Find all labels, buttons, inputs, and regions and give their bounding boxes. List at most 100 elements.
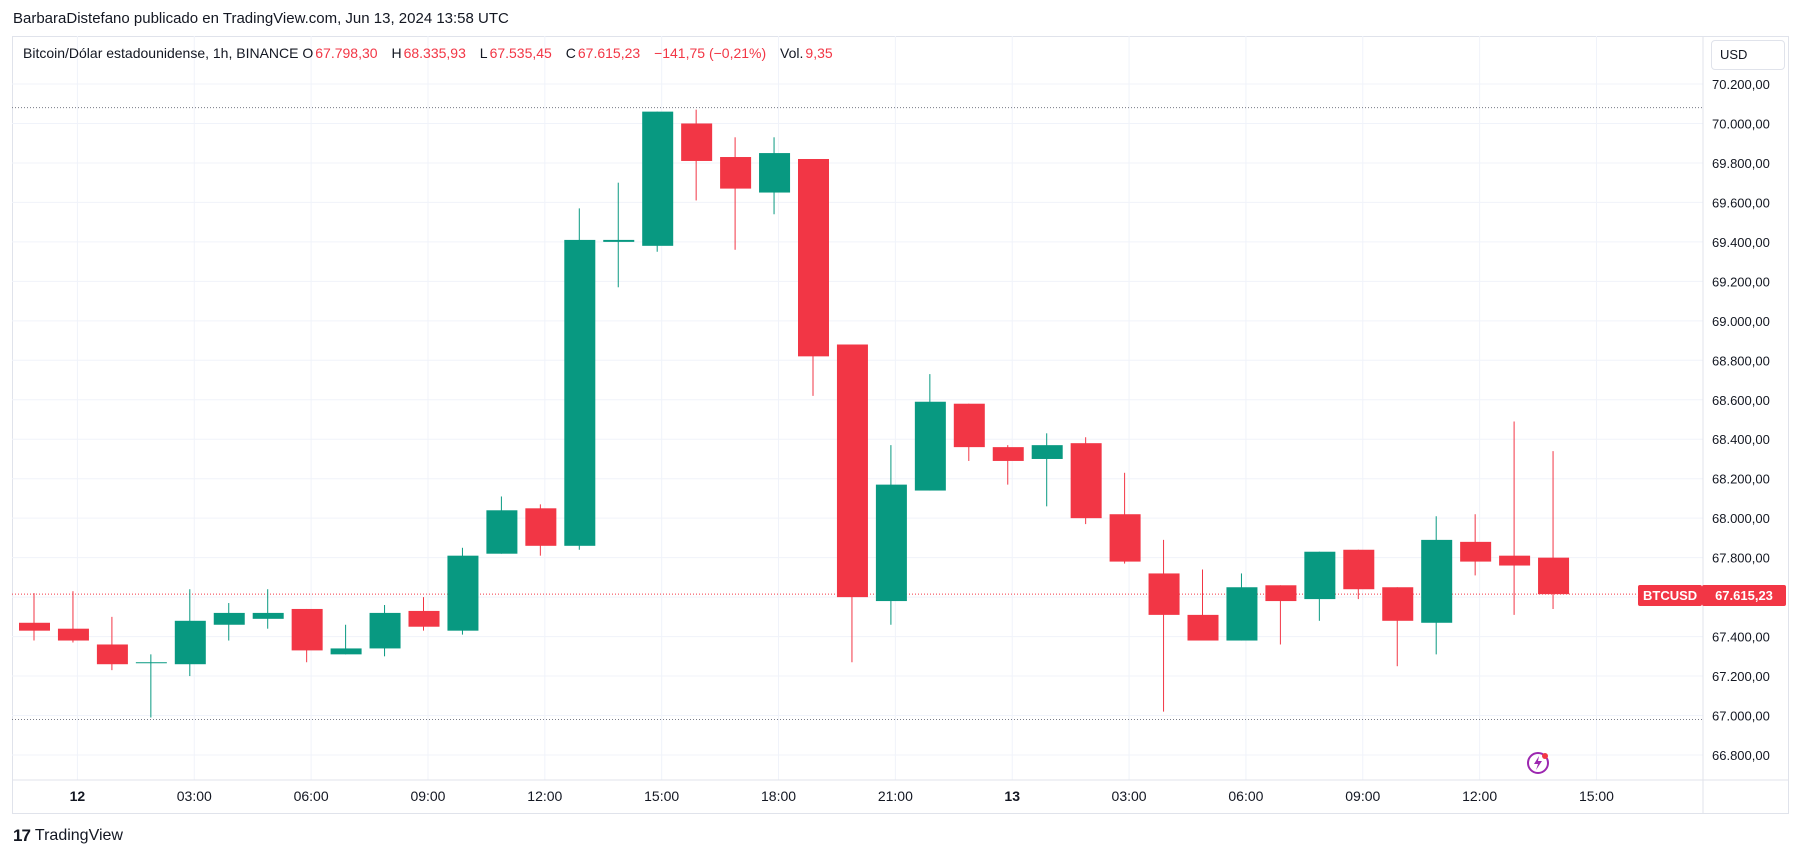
footer-brand-label: TradingView (34, 827, 123, 844)
candle (875, 445, 907, 625)
candle (213, 603, 245, 641)
time-tick-label: 03:00 (177, 788, 212, 804)
candle (914, 374, 946, 491)
candle (252, 589, 284, 629)
legend-close-label: C (565, 45, 576, 61)
candle (369, 605, 401, 657)
candle-body (447, 555, 479, 631)
legend-high-value: 68.335,93 (403, 45, 466, 61)
candle (96, 616, 128, 671)
price-tick-label: 67.400,00 (1712, 630, 1770, 645)
candle-body (174, 620, 206, 665)
time-tick-label: 06:00 (1228, 788, 1263, 804)
candle (291, 608, 323, 663)
candle-body (1382, 587, 1414, 621)
price-tick-label: 66.800,00 (1712, 748, 1770, 763)
candle (1070, 437, 1102, 525)
candle-body (1343, 549, 1375, 590)
candle (525, 504, 557, 556)
price-tick-label: 69.200,00 (1712, 274, 1770, 289)
candle-body (1460, 541, 1492, 562)
time-tick-label: 09:00 (1345, 788, 1380, 804)
candle (642, 111, 674, 252)
time-tick-label: 15:00 (1579, 788, 1614, 804)
candle-body (953, 403, 985, 448)
candle (135, 654, 167, 718)
candle-body (1187, 614, 1219, 641)
candle-body (1538, 557, 1570, 595)
candle-body (330, 648, 362, 655)
candle (1031, 433, 1063, 507)
price-tick-label: 69.800,00 (1712, 156, 1770, 171)
candle (720, 137, 752, 250)
publisher-line: BarbaraDistefano publicado en TradingVie… (13, 10, 509, 27)
price-tick-label: 67.000,00 (1712, 709, 1770, 724)
price-tick-label: 70.000,00 (1712, 116, 1770, 131)
time-tick-label: 12:00 (527, 788, 562, 804)
candle (174, 589, 206, 677)
time-axis[interactable]: 12 03:00 06:00 09:00 12:00 15:00 18:00 21:00 13 0… (70, 788, 1615, 804)
candle-body (57, 628, 89, 641)
candle-body (1031, 445, 1063, 459)
candle-body (875, 484, 907, 602)
candle-body (291, 608, 323, 651)
candle (798, 158, 829, 396)
chart-frame (12, 36, 1789, 814)
candle (408, 597, 440, 631)
candle-body (1226, 587, 1258, 641)
legend-change-value: −141,75 (−0,21%) (654, 45, 767, 61)
candle (1304, 551, 1336, 621)
time-tick-label: 12:00 (1462, 788, 1497, 804)
legend-volume-label: Vol. (780, 45, 804, 61)
candle-body (19, 622, 50, 631)
price-tick-label: 68.000,00 (1712, 511, 1770, 526)
price-tick-label: 68.800,00 (1712, 353, 1770, 368)
footer-brand[interactable]: 17 TradingView (13, 826, 123, 846)
candle-body (213, 612, 245, 625)
price-tick-label: 68.200,00 (1712, 472, 1770, 487)
price-tick-label: 69.000,00 (1712, 314, 1770, 329)
candle-body (486, 510, 518, 554)
price-tick-label: 69.600,00 (1712, 195, 1770, 210)
candle-body (603, 239, 635, 242)
candle (1187, 569, 1219, 641)
candle (1343, 549, 1375, 600)
candle-body (252, 612, 284, 619)
ohlc-legend: Bitcoin/Dólar estadounidense, 1h, BINANC… (23, 45, 843, 61)
candles (19, 109, 1570, 718)
flash-icon[interactable] (1525, 750, 1551, 776)
candle (57, 591, 89, 643)
candle (1538, 451, 1570, 609)
legend-volume-value: 9,35 (805, 45, 833, 61)
time-tick-label: 18:00 (761, 788, 796, 804)
candle-body (564, 239, 596, 546)
candle (564, 208, 596, 550)
candle (1421, 516, 1453, 655)
candle (1109, 472, 1141, 564)
candle (1265, 585, 1297, 645)
candle (992, 445, 1024, 485)
legend-open-label: O (302, 45, 314, 61)
candle-body (525, 508, 557, 546)
candle (603, 182, 635, 288)
candle-body (1304, 551, 1336, 600)
candle-body (1109, 514, 1141, 562)
candle-body (1421, 539, 1453, 623)
price-tick-label: 67.800,00 (1712, 551, 1770, 566)
currency-button[interactable]: USD (1711, 40, 1785, 70)
legend-open-value: 67.798,30 (315, 45, 378, 61)
time-tick-label: 09:00 (410, 788, 445, 804)
time-tick-label: 03:00 (1112, 788, 1147, 804)
candle-body (798, 158, 829, 357)
candle (330, 624, 362, 655)
legend-low-value: 67.535,45 (489, 45, 552, 61)
candle-body (96, 644, 128, 665)
candle-body (369, 612, 401, 649)
candle (1460, 514, 1492, 576)
legend-symbol[interactable]: Bitcoin/Dólar estadounidense, 1h, BINANC… (23, 45, 299, 61)
time-tick-label: 21:00 (878, 788, 913, 804)
price-axis[interactable]: 66.800,0067.000,0067.200,0067.400,0067.6… (1712, 77, 1770, 763)
candle-body (1148, 573, 1180, 615)
time-tick-label: 13 (1004, 788, 1020, 804)
